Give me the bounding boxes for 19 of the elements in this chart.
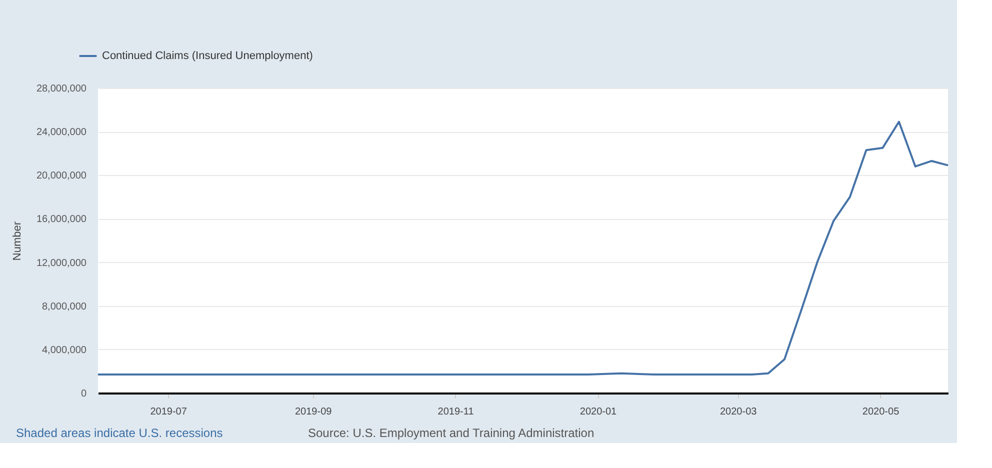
y-tick-label: 12,000,000: [36, 258, 87, 269]
text: Shaded areas indicate U.S. recessions: [16, 426, 223, 440]
x-tick-label: 2019-11: [438, 406, 474, 418]
y-axis-title: Number: [11, 221, 24, 261]
source-note: Source: U.S. Employment and Training Administration: [308, 426, 594, 440]
y-tick-label: 8,000,000: [42, 301, 87, 312]
y-tick-label: 4,000,000: [42, 344, 87, 356]
legend-label: Continued Claims (Insured Unemployment): [102, 50, 313, 62]
line-series: [97, 120, 949, 376]
x-tick-label: 2019-09: [294, 406, 332, 418]
y-tick-label: 28,000,000: [36, 84, 87, 94]
x-tick-label: 2020-01: [580, 406, 618, 418]
x-tick-label: 2020-05: [862, 406, 900, 418]
x-tick-label: 2019-07: [150, 406, 188, 418]
y-tick-label: 16,000,000: [36, 214, 87, 226]
y-tick-label: 20,000,000: [36, 170, 87, 182]
y-tick-label: 24,000,000: [36, 127, 87, 138]
y-tick-label: 0: [80, 388, 87, 400]
x-tick-label: 2020-03: [720, 406, 758, 418]
